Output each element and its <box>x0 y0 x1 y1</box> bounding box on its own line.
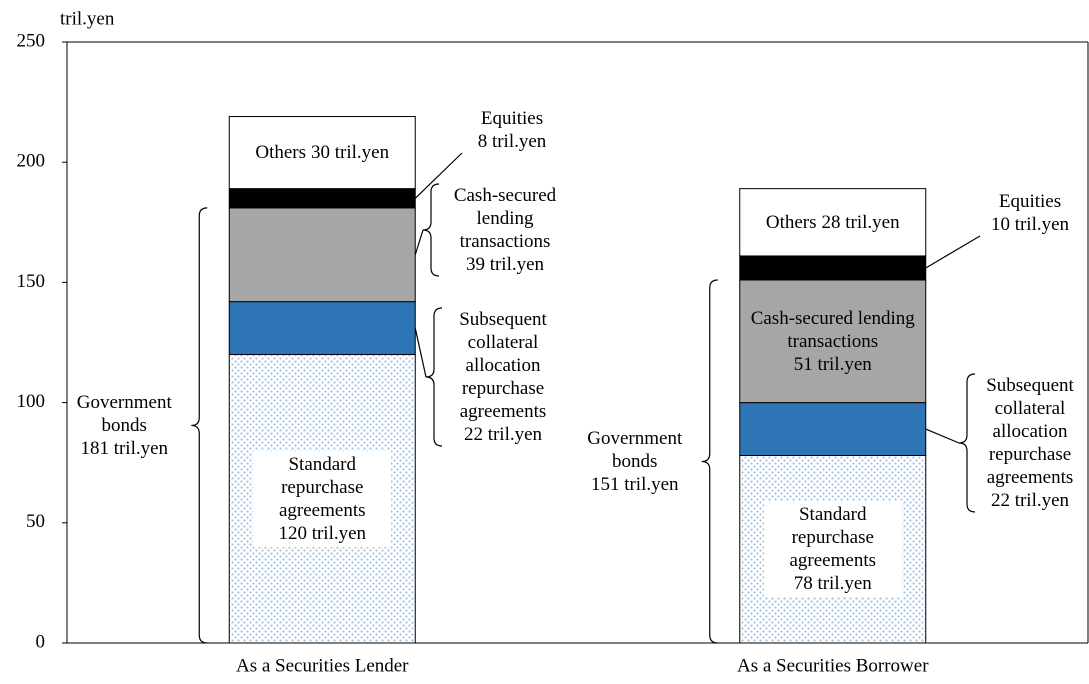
y-axis-label: tril.yen <box>60 8 115 29</box>
bar-label: Equities 10 tril.yen <box>970 190 1089 236</box>
y-tick-label: 150 <box>17 271 46 292</box>
bar-segment <box>739 255 927 281</box>
value-label: 22 tril.yen <box>463 424 543 445</box>
value-label: 39 tril.yen <box>465 254 545 275</box>
series-name: Others <box>255 142 307 164</box>
bar-label: Cash-secured lending transactions 51 tril… <box>748 307 918 376</box>
annotation-label: Government bonds <box>76 391 172 436</box>
bar-label: Cash-secured lending transactions 39 tril… <box>435 184 575 276</box>
bar-segment <box>739 402 927 456</box>
leader-line <box>414 229 424 255</box>
annotation: Government bonds 181 tril.yen <box>59 391 189 460</box>
bar-segment <box>739 279 927 404</box>
value-label: 120 tril.yen <box>278 522 367 544</box>
annotation: Government bonds 151 tril.yen <box>570 427 700 496</box>
bar-segment <box>739 188 927 257</box>
series-name: Cash-secured lending transactions <box>453 185 557 252</box>
series-name: Equities <box>998 191 1062 212</box>
x-tick-label: As a Securities Borrower <box>737 655 929 676</box>
bar-label: Subsequent collateral allocation repurch… <box>438 308 568 446</box>
y-tick-label: 100 <box>17 391 46 412</box>
leader-line <box>414 152 463 199</box>
y-tick-label: 50 <box>26 511 45 532</box>
y-tick-label: 250 <box>17 30 46 51</box>
bar-segment <box>228 207 416 303</box>
series-name: Standard repurchase agreements <box>789 504 876 572</box>
annotation-value: 151 tril.yen <box>590 473 679 495</box>
series-name: Others <box>765 211 817 233</box>
annotation-value: 181 tril.yen <box>80 437 169 459</box>
series-name: Equities <box>480 108 544 129</box>
value-label: 51 tril.yen <box>793 353 872 375</box>
value-label: 28 tril.yen <box>821 211 900 233</box>
leader-line <box>925 428 960 444</box>
annotation-brace <box>191 207 208 644</box>
value-label: 8 tril.yen <box>477 131 547 152</box>
bar-segment <box>228 188 416 209</box>
leader-line <box>414 327 427 378</box>
bar-label: Subsequent collateral allocation repurch… <box>971 374 1089 512</box>
value-label: 30 tril.yen <box>311 142 390 164</box>
bar-segment <box>228 301 416 356</box>
x-tick-label: As a Securities Lender <box>236 655 409 676</box>
bar-label: Equities 8 tril.yen <box>452 107 572 153</box>
y-tick-label: 200 <box>17 151 46 172</box>
bar-segment <box>228 116 416 190</box>
series-name: Standard repurchase agreements <box>278 453 366 521</box>
bar-label: Standard repurchase agreements 120 tril.y… <box>253 450 392 547</box>
series-name: Cash-secured lending transactions <box>750 307 915 352</box>
y-tick-label: 0 <box>36 631 46 652</box>
series-name: Subsequent collateral allocation repurch… <box>986 375 1074 488</box>
series-name: Subsequent collateral allocation repurch… <box>459 309 547 422</box>
value-label: 78 tril.yen <box>793 573 872 595</box>
bar-label: Others 28 tril.yen <box>738 211 928 234</box>
leader-line <box>925 235 981 269</box>
bar-label: Others 30 tril.yen <box>232 141 412 164</box>
value-label: 22 tril.yen <box>990 490 1070 511</box>
annotation-brace <box>701 279 718 644</box>
annotation-label: Government bonds <box>587 427 683 472</box>
bar-label: Standard repurchase agreements 78 tril.ye… <box>763 501 902 598</box>
value-label: 10 tril.yen <box>990 214 1070 235</box>
